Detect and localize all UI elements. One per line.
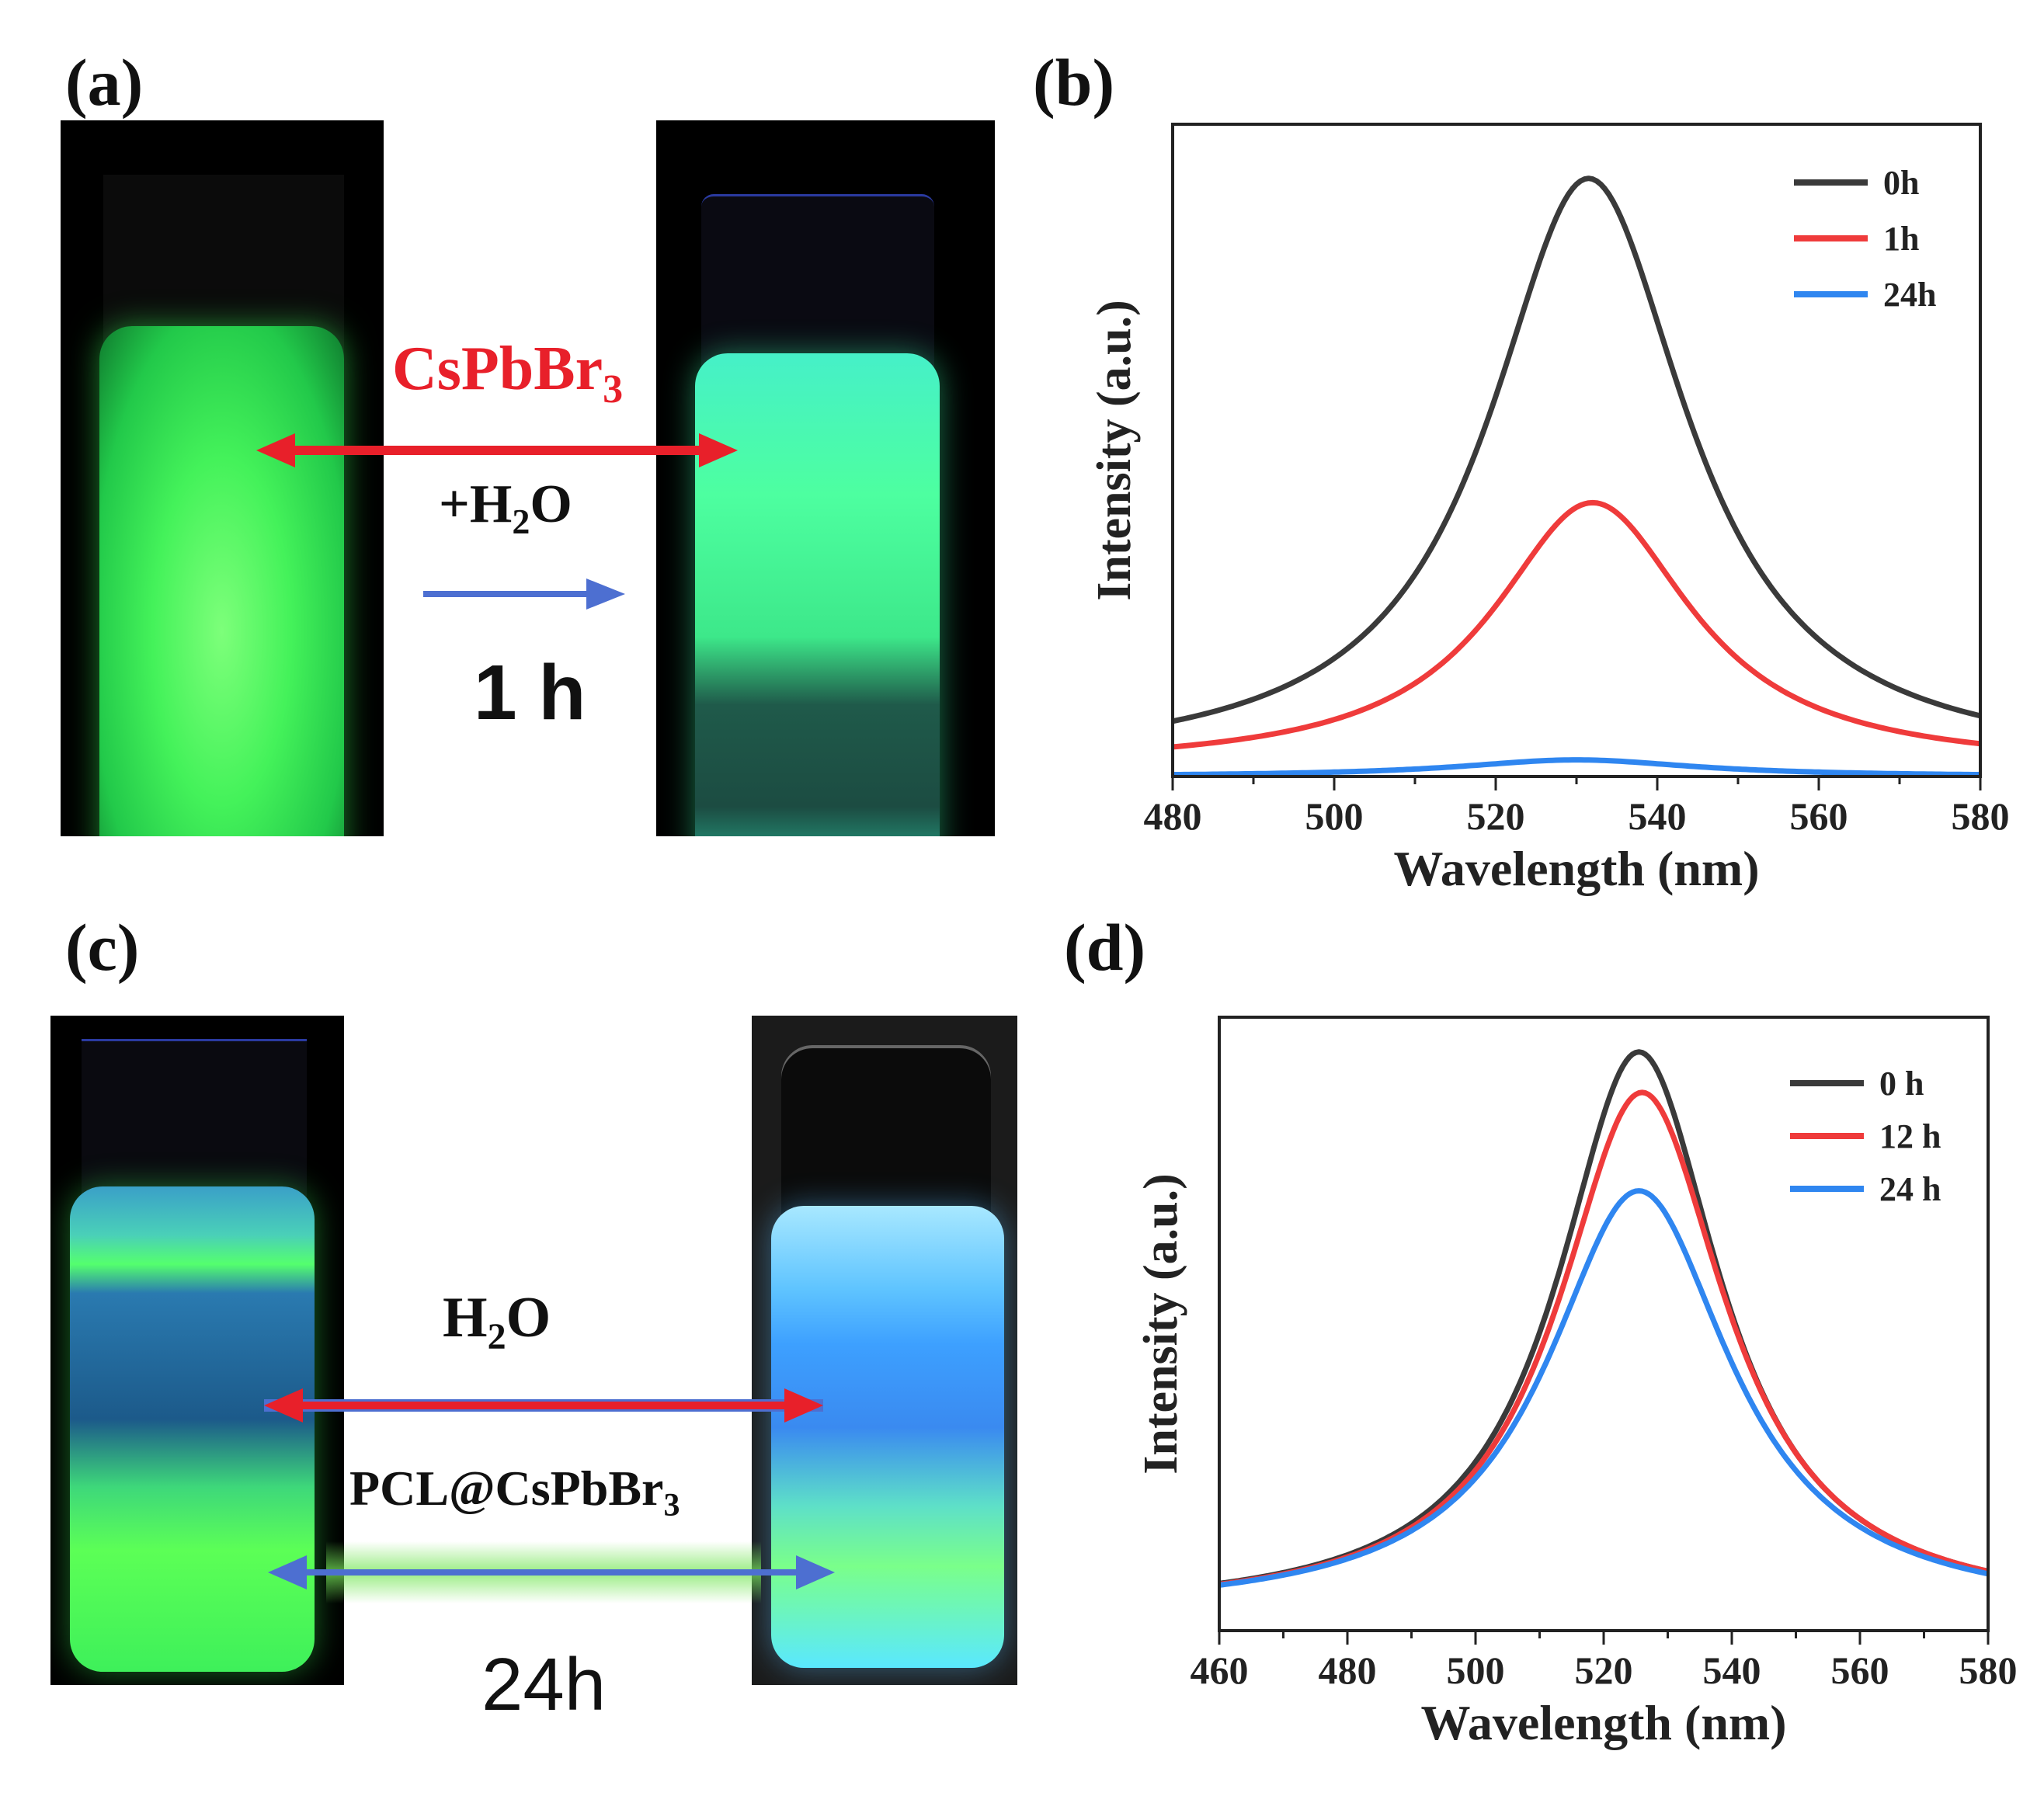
glowing-vial (771, 1206, 1004, 1668)
legend-label: 24 h (1879, 1170, 1941, 1208)
legend-label: 0 h (1879, 1065, 1924, 1103)
vial-photo-a-after (656, 120, 995, 836)
blue-double-arrow-c (268, 1555, 835, 1589)
glowing-vial (99, 326, 344, 836)
duration-label-c: 24h (481, 1643, 607, 1726)
compound-label: CsPbBr3 (392, 335, 624, 412)
water-label: H2O (443, 1286, 551, 1357)
series-line-1 (1218, 1049, 1989, 1586)
x-tick-label: 540 (1629, 794, 1687, 838)
blue-arrow-a (423, 578, 625, 610)
x-tick-label: 560 (1831, 1648, 1889, 1692)
x-tick-label: 500 (1305, 794, 1364, 838)
panel-label-a: (a) (65, 45, 144, 120)
legend-label: 12 h (1879, 1117, 1941, 1155)
series-line-3 (1173, 757, 1980, 777)
x-axis-label: Wavelength (nm) (1420, 1695, 1786, 1750)
red-double-arrow-a (256, 433, 738, 467)
x-tick-label: 520 (1575, 1648, 1633, 1692)
x-tick-label: 500 (1447, 1648, 1505, 1692)
x-tick-label: 480 (1144, 794, 1202, 838)
panel-label-c: (c) (65, 910, 140, 985)
additive-label: +H2O (439, 474, 572, 541)
x-tick-label: 460 (1191, 1648, 1249, 1692)
vial-photo-a-before (61, 120, 384, 836)
x-tick-label: 560 (1790, 794, 1848, 838)
x-tick-label: 580 (1959, 1648, 2018, 1692)
series-line-2 (1172, 499, 1981, 750)
legend-label: 0h (1883, 164, 1919, 202)
legend-label: 1h (1883, 220, 1919, 258)
duration-label-a: 1 h (474, 649, 586, 736)
x-tick-label: 540 (1703, 1648, 1761, 1692)
panel-label-b: (b) (1033, 45, 1115, 120)
x-axis-label: Wavelength (nm) (1393, 841, 1759, 896)
y-axis-label: Intensity (a.u.) (1088, 300, 1141, 601)
series-line-2 (1218, 1089, 1989, 1587)
legend-label: 24h (1883, 276, 1936, 314)
red-double-arrow-c (264, 1388, 823, 1423)
vial-photo-c-left (50, 1016, 344, 1685)
x-tick-label: 480 (1319, 1648, 1377, 1692)
glowing-vial (70, 1186, 315, 1672)
plot-frame (1218, 1016, 1990, 1632)
series-line-1 (1172, 175, 1981, 724)
glowing-vial (695, 353, 940, 836)
chart-d: 460 480 500 520 540 560 580 0 h 12 h 24 h Waveleng… (1135, 1016, 2018, 1750)
x-tick-label: 580 (1952, 794, 2010, 838)
x-tick-label: 520 (1467, 794, 1525, 838)
chart-b: 480 500 520 540 560 580 0h 1h 24h Wavelength (nm)… (1088, 123, 2010, 896)
plot-frame (1171, 123, 1982, 778)
series-line-3 (1218, 1188, 1989, 1588)
composite-label: PCL@CsPbBr3 (349, 1461, 680, 1523)
vial-cap (781, 1045, 991, 1232)
y-axis-label: Intensity (a.u.) (1135, 1173, 1187, 1475)
panel-label-d: (d) (1064, 910, 1146, 985)
